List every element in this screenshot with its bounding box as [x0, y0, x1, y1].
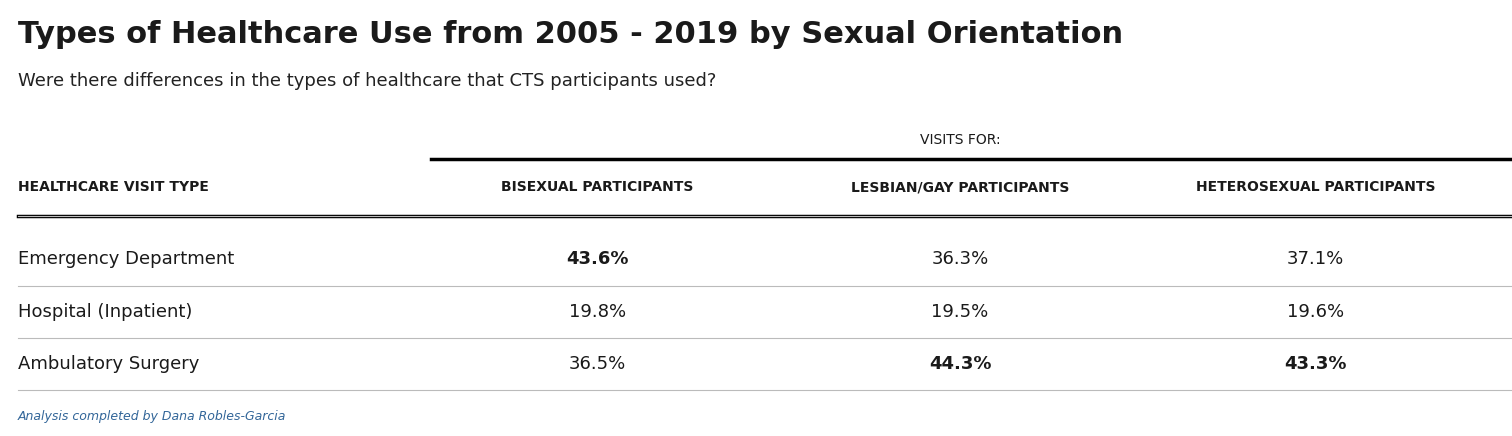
Text: 43.3%: 43.3%: [1284, 355, 1347, 373]
Text: 19.6%: 19.6%: [1287, 303, 1344, 321]
Text: HETEROSEXUAL PARTICIPANTS: HETEROSEXUAL PARTICIPANTS: [1196, 181, 1435, 194]
Text: 36.3%: 36.3%: [931, 250, 989, 269]
Text: 19.5%: 19.5%: [931, 303, 989, 321]
Text: 43.6%: 43.6%: [565, 250, 629, 269]
Text: VISITS FOR:: VISITS FOR:: [919, 133, 1001, 146]
Text: Were there differences in the types of healthcare that CTS participants used?: Were there differences in the types of h…: [18, 72, 717, 90]
Text: 19.8%: 19.8%: [569, 303, 626, 321]
Text: Hospital (Inpatient): Hospital (Inpatient): [18, 303, 192, 321]
Text: HEALTHCARE VISIT TYPE: HEALTHCARE VISIT TYPE: [18, 181, 209, 194]
Text: Analysis completed by Dana Robles-Garcia: Analysis completed by Dana Robles-Garcia: [18, 410, 286, 423]
Text: 44.3%: 44.3%: [928, 355, 992, 373]
Text: Ambulatory Surgery: Ambulatory Surgery: [18, 355, 200, 373]
Text: Types of Healthcare Use from 2005 - 2019 by Sexual Orientation: Types of Healthcare Use from 2005 - 2019…: [18, 20, 1123, 49]
Text: 36.5%: 36.5%: [569, 355, 626, 373]
Text: 37.1%: 37.1%: [1287, 250, 1344, 269]
Text: Emergency Department: Emergency Department: [18, 250, 234, 269]
Text: BISEXUAL PARTICIPANTS: BISEXUAL PARTICIPANTS: [500, 181, 694, 194]
Text: LESBIAN/GAY PARTICIPANTS: LESBIAN/GAY PARTICIPANTS: [851, 181, 1069, 194]
